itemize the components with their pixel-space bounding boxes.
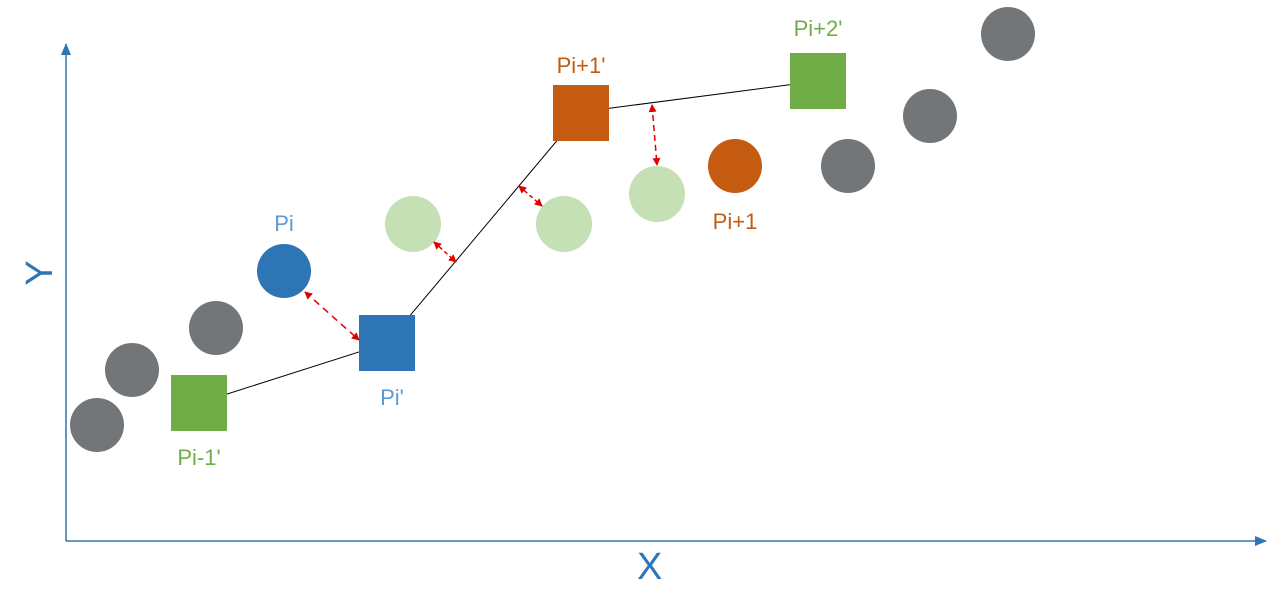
- label-pi-next: Pi+1: [713, 209, 758, 234]
- light-green-point: [629, 166, 685, 222]
- node-pi-next2-prime: [790, 53, 846, 109]
- gray-point: [189, 301, 243, 355]
- distance-arrow-light-green-3: [648, 104, 661, 166]
- label-pi-prev-prime: Pi-1': [177, 445, 220, 470]
- label-pi-next2-prime: Pi+2': [794, 16, 843, 41]
- light-green-point: [385, 196, 441, 252]
- y-axis-label: Y: [19, 260, 61, 285]
- gray-point: [981, 7, 1035, 61]
- node-pi-prev-prime: [171, 375, 227, 431]
- x-axis-label: X: [637, 546, 662, 588]
- distance-arrow-pi: [304, 291, 360, 341]
- node-pi-next-prime: [553, 85, 609, 141]
- gray-point: [70, 398, 124, 452]
- node-pi-prime: [359, 315, 415, 371]
- label-pi-prime: Pi': [380, 385, 404, 410]
- point-pi: [257, 244, 311, 298]
- distance-arrow-light-green-2: [518, 185, 543, 207]
- gray-point: [105, 343, 159, 397]
- light-green-point: [536, 196, 592, 252]
- label-pi: Pi: [274, 211, 294, 236]
- gray-point: [821, 139, 875, 193]
- distance-arrow-light-green-1: [433, 241, 457, 263]
- fitted-polyline: [198, 80, 819, 404]
- label-pi-next-prime: Pi+1': [557, 53, 606, 78]
- point-pi-next: [708, 139, 762, 193]
- gray-point: [903, 89, 957, 143]
